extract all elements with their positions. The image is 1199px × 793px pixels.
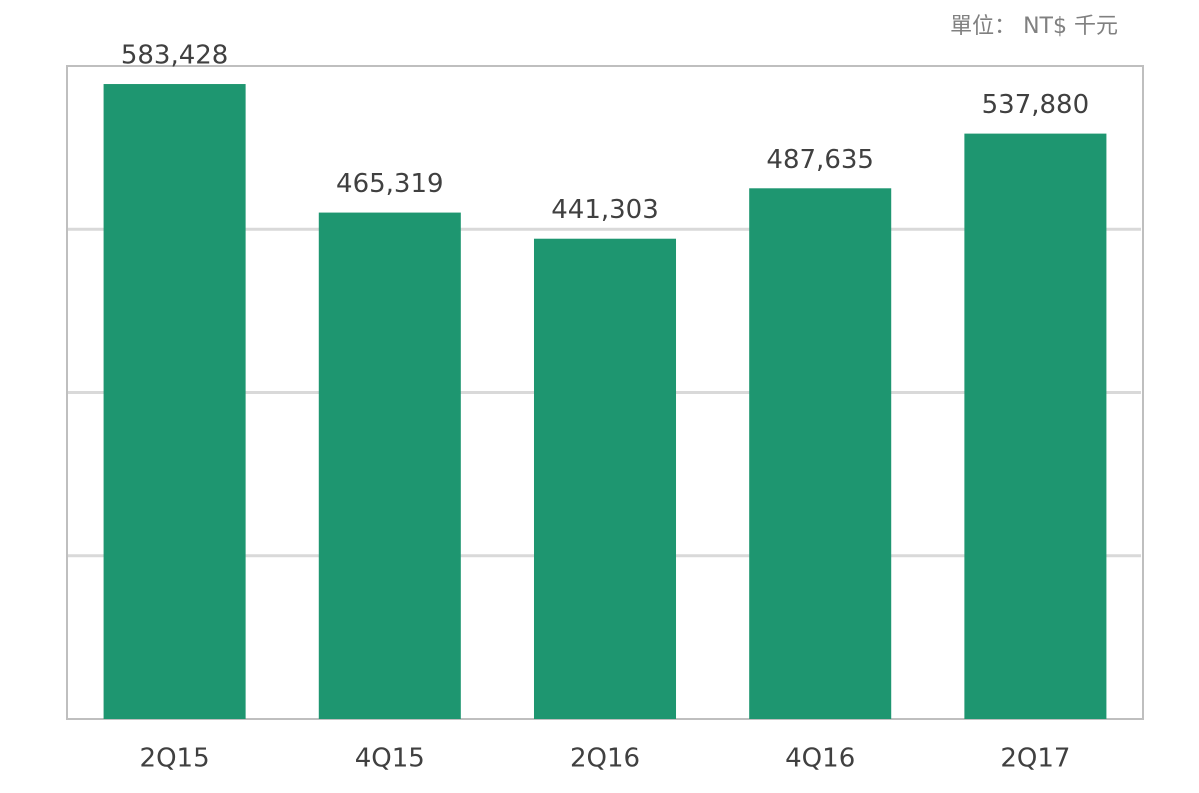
value-label: 441,303 [551, 195, 659, 225]
bar [103, 84, 246, 719]
value-label: 487,635 [766, 145, 874, 175]
value-label: 537,880 [982, 90, 1090, 120]
value-label: 465,319 [336, 169, 444, 199]
value-label: 583,428 [121, 41, 229, 71]
bar [318, 212, 461, 719]
bar [749, 188, 892, 719]
bar [964, 133, 1107, 719]
x-tick-label: 2Q15 [140, 744, 210, 774]
x-tick-label: 2Q17 [1000, 744, 1070, 774]
unit-note: 單位： NT$ 千元 [950, 14, 1118, 39]
x-tick-label: 2Q16 [570, 744, 640, 774]
x-tick-label: 4Q16 [785, 744, 855, 774]
x-tick-label: 4Q15 [355, 744, 425, 774]
bar [533, 238, 677, 719]
